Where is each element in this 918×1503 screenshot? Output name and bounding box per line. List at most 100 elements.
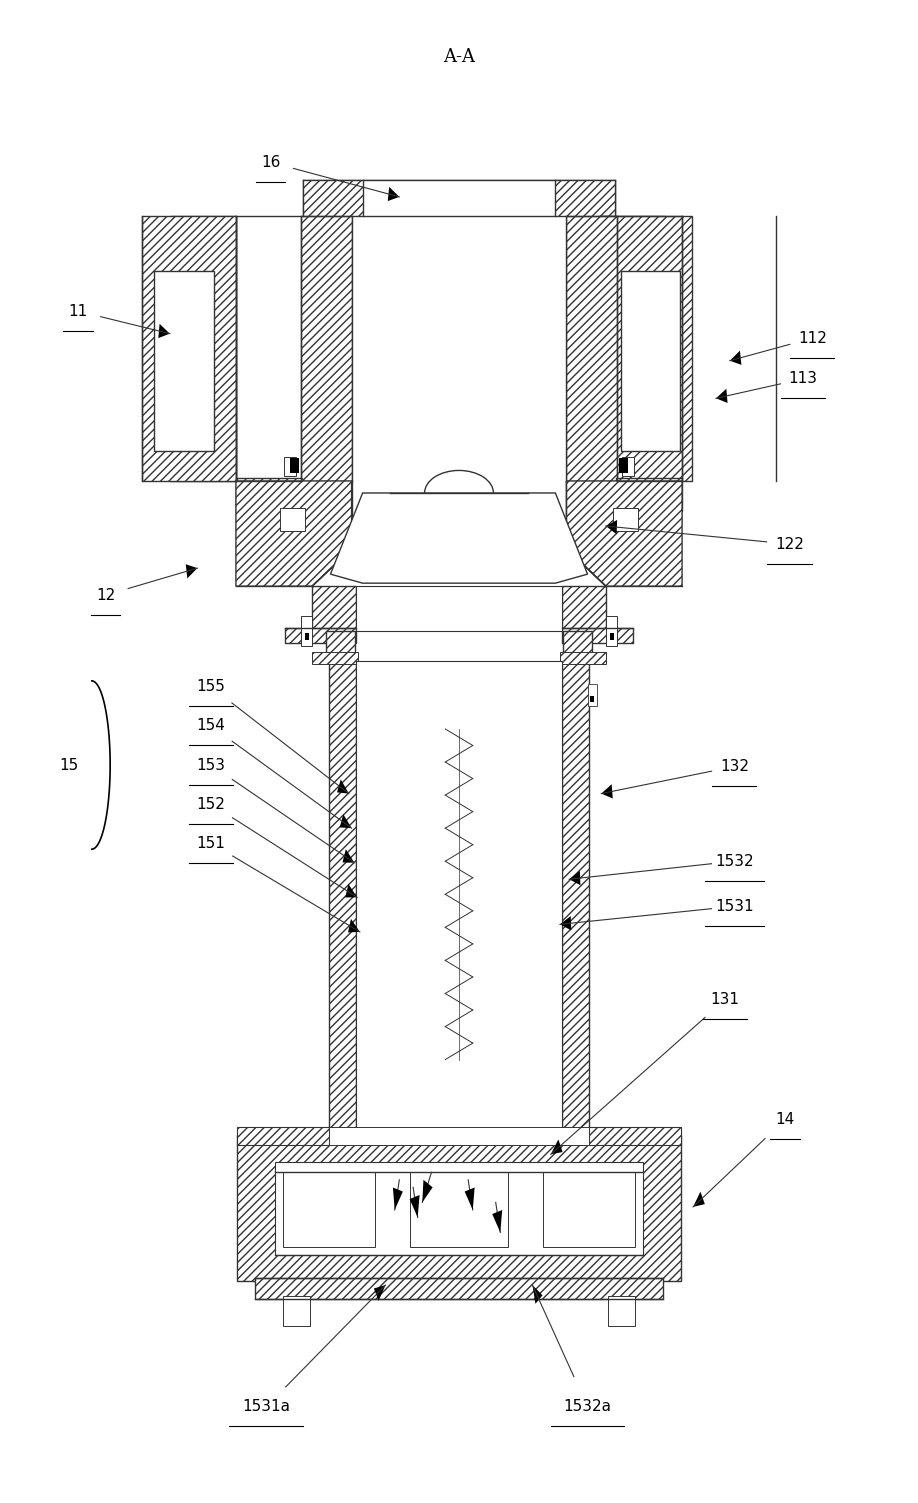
Bar	[363, 180, 555, 216]
Bar	[255, 1278, 663, 1299]
Text: 12: 12	[96, 588, 115, 603]
Bar	[588, 684, 597, 706]
Text: 112: 112	[798, 331, 827, 346]
Bar	[275, 1162, 643, 1255]
Bar	[613, 508, 638, 531]
Bar	[621, 271, 680, 451]
Polygon shape	[492, 1210, 502, 1232]
Text: 1531: 1531	[715, 899, 754, 914]
Bar	[283, 1296, 310, 1326]
Bar	[237, 1135, 681, 1281]
Text: 122: 122	[775, 537, 804, 552]
Bar	[236, 478, 302, 511]
Bar	[622, 457, 634, 476]
Polygon shape	[532, 1285, 543, 1303]
Bar	[386, 721, 413, 1007]
Text: A-A: A-A	[443, 48, 475, 66]
Text: 1532: 1532	[715, 854, 754, 869]
Bar	[599, 216, 692, 481]
Polygon shape	[348, 918, 360, 932]
Polygon shape	[340, 815, 352, 828]
Text: 14: 14	[776, 1112, 794, 1127]
Bar	[285, 628, 356, 643]
Polygon shape	[342, 849, 354, 863]
Text: 132: 132	[720, 759, 749, 774]
Bar	[560, 652, 606, 664]
Polygon shape	[236, 481, 352, 586]
Text: 151: 151	[196, 836, 226, 851]
Text: 153: 153	[196, 758, 226, 773]
Bar	[329, 661, 356, 1135]
Polygon shape	[185, 564, 197, 579]
Polygon shape	[374, 1285, 386, 1300]
Bar	[283, 1172, 375, 1247]
Text: 131: 131	[711, 992, 740, 1007]
Bar	[610, 633, 614, 640]
Polygon shape	[422, 1180, 432, 1202]
Bar	[237, 508, 280, 523]
Text: 16: 16	[261, 155, 281, 170]
Bar	[616, 478, 682, 511]
Text: 1532a: 1532a	[564, 1399, 611, 1414]
Bar	[305, 633, 309, 640]
Text: 15: 15	[60, 758, 78, 773]
Polygon shape	[560, 915, 571, 930]
Bar	[170, 216, 236, 481]
Bar	[329, 1127, 589, 1145]
Bar	[312, 652, 358, 664]
Polygon shape	[730, 350, 742, 365]
Bar	[280, 508, 305, 531]
Bar	[356, 661, 562, 1135]
Polygon shape	[566, 481, 682, 586]
Bar	[590, 696, 594, 702]
Text: 11: 11	[69, 304, 87, 319]
Bar	[303, 180, 363, 216]
Bar	[284, 457, 296, 476]
Bar	[543, 1172, 635, 1247]
Text: 113: 113	[789, 371, 818, 386]
Bar	[589, 1127, 681, 1145]
Bar	[237, 1127, 329, 1145]
Polygon shape	[569, 870, 580, 885]
Polygon shape	[551, 1139, 563, 1154]
Bar	[555, 180, 615, 216]
Polygon shape	[716, 389, 728, 403]
Bar	[301, 216, 352, 481]
Polygon shape	[330, 493, 588, 583]
Bar	[562, 661, 589, 1135]
Bar	[606, 616, 617, 646]
Polygon shape	[393, 1187, 403, 1210]
Text: 155: 155	[196, 679, 226, 694]
Bar	[514, 721, 542, 1007]
Bar	[352, 216, 566, 481]
Polygon shape	[601, 785, 612, 798]
Bar	[142, 216, 236, 481]
Bar	[312, 586, 356, 631]
Bar	[563, 631, 592, 661]
Bar	[566, 216, 617, 481]
Bar	[562, 628, 633, 643]
Text: 152: 152	[196, 797, 226, 812]
Bar	[410, 1172, 508, 1247]
Text: 154: 154	[196, 718, 226, 733]
Bar	[562, 586, 606, 631]
Bar	[301, 616, 312, 646]
Bar	[619, 458, 628, 473]
Polygon shape	[606, 520, 617, 535]
Text: 1531a: 1531a	[242, 1399, 290, 1414]
Polygon shape	[693, 1192, 705, 1207]
Polygon shape	[465, 1187, 475, 1210]
Polygon shape	[387, 186, 399, 201]
Polygon shape	[409, 1195, 420, 1217]
Bar	[356, 586, 562, 631]
Bar	[608, 1296, 635, 1326]
Polygon shape	[345, 884, 357, 897]
Polygon shape	[337, 780, 349, 794]
Bar	[303, 180, 615, 216]
Bar	[599, 216, 665, 481]
Bar	[290, 458, 299, 473]
Bar	[326, 631, 355, 661]
Bar	[154, 271, 214, 451]
Bar	[638, 508, 681, 523]
Polygon shape	[158, 323, 170, 338]
